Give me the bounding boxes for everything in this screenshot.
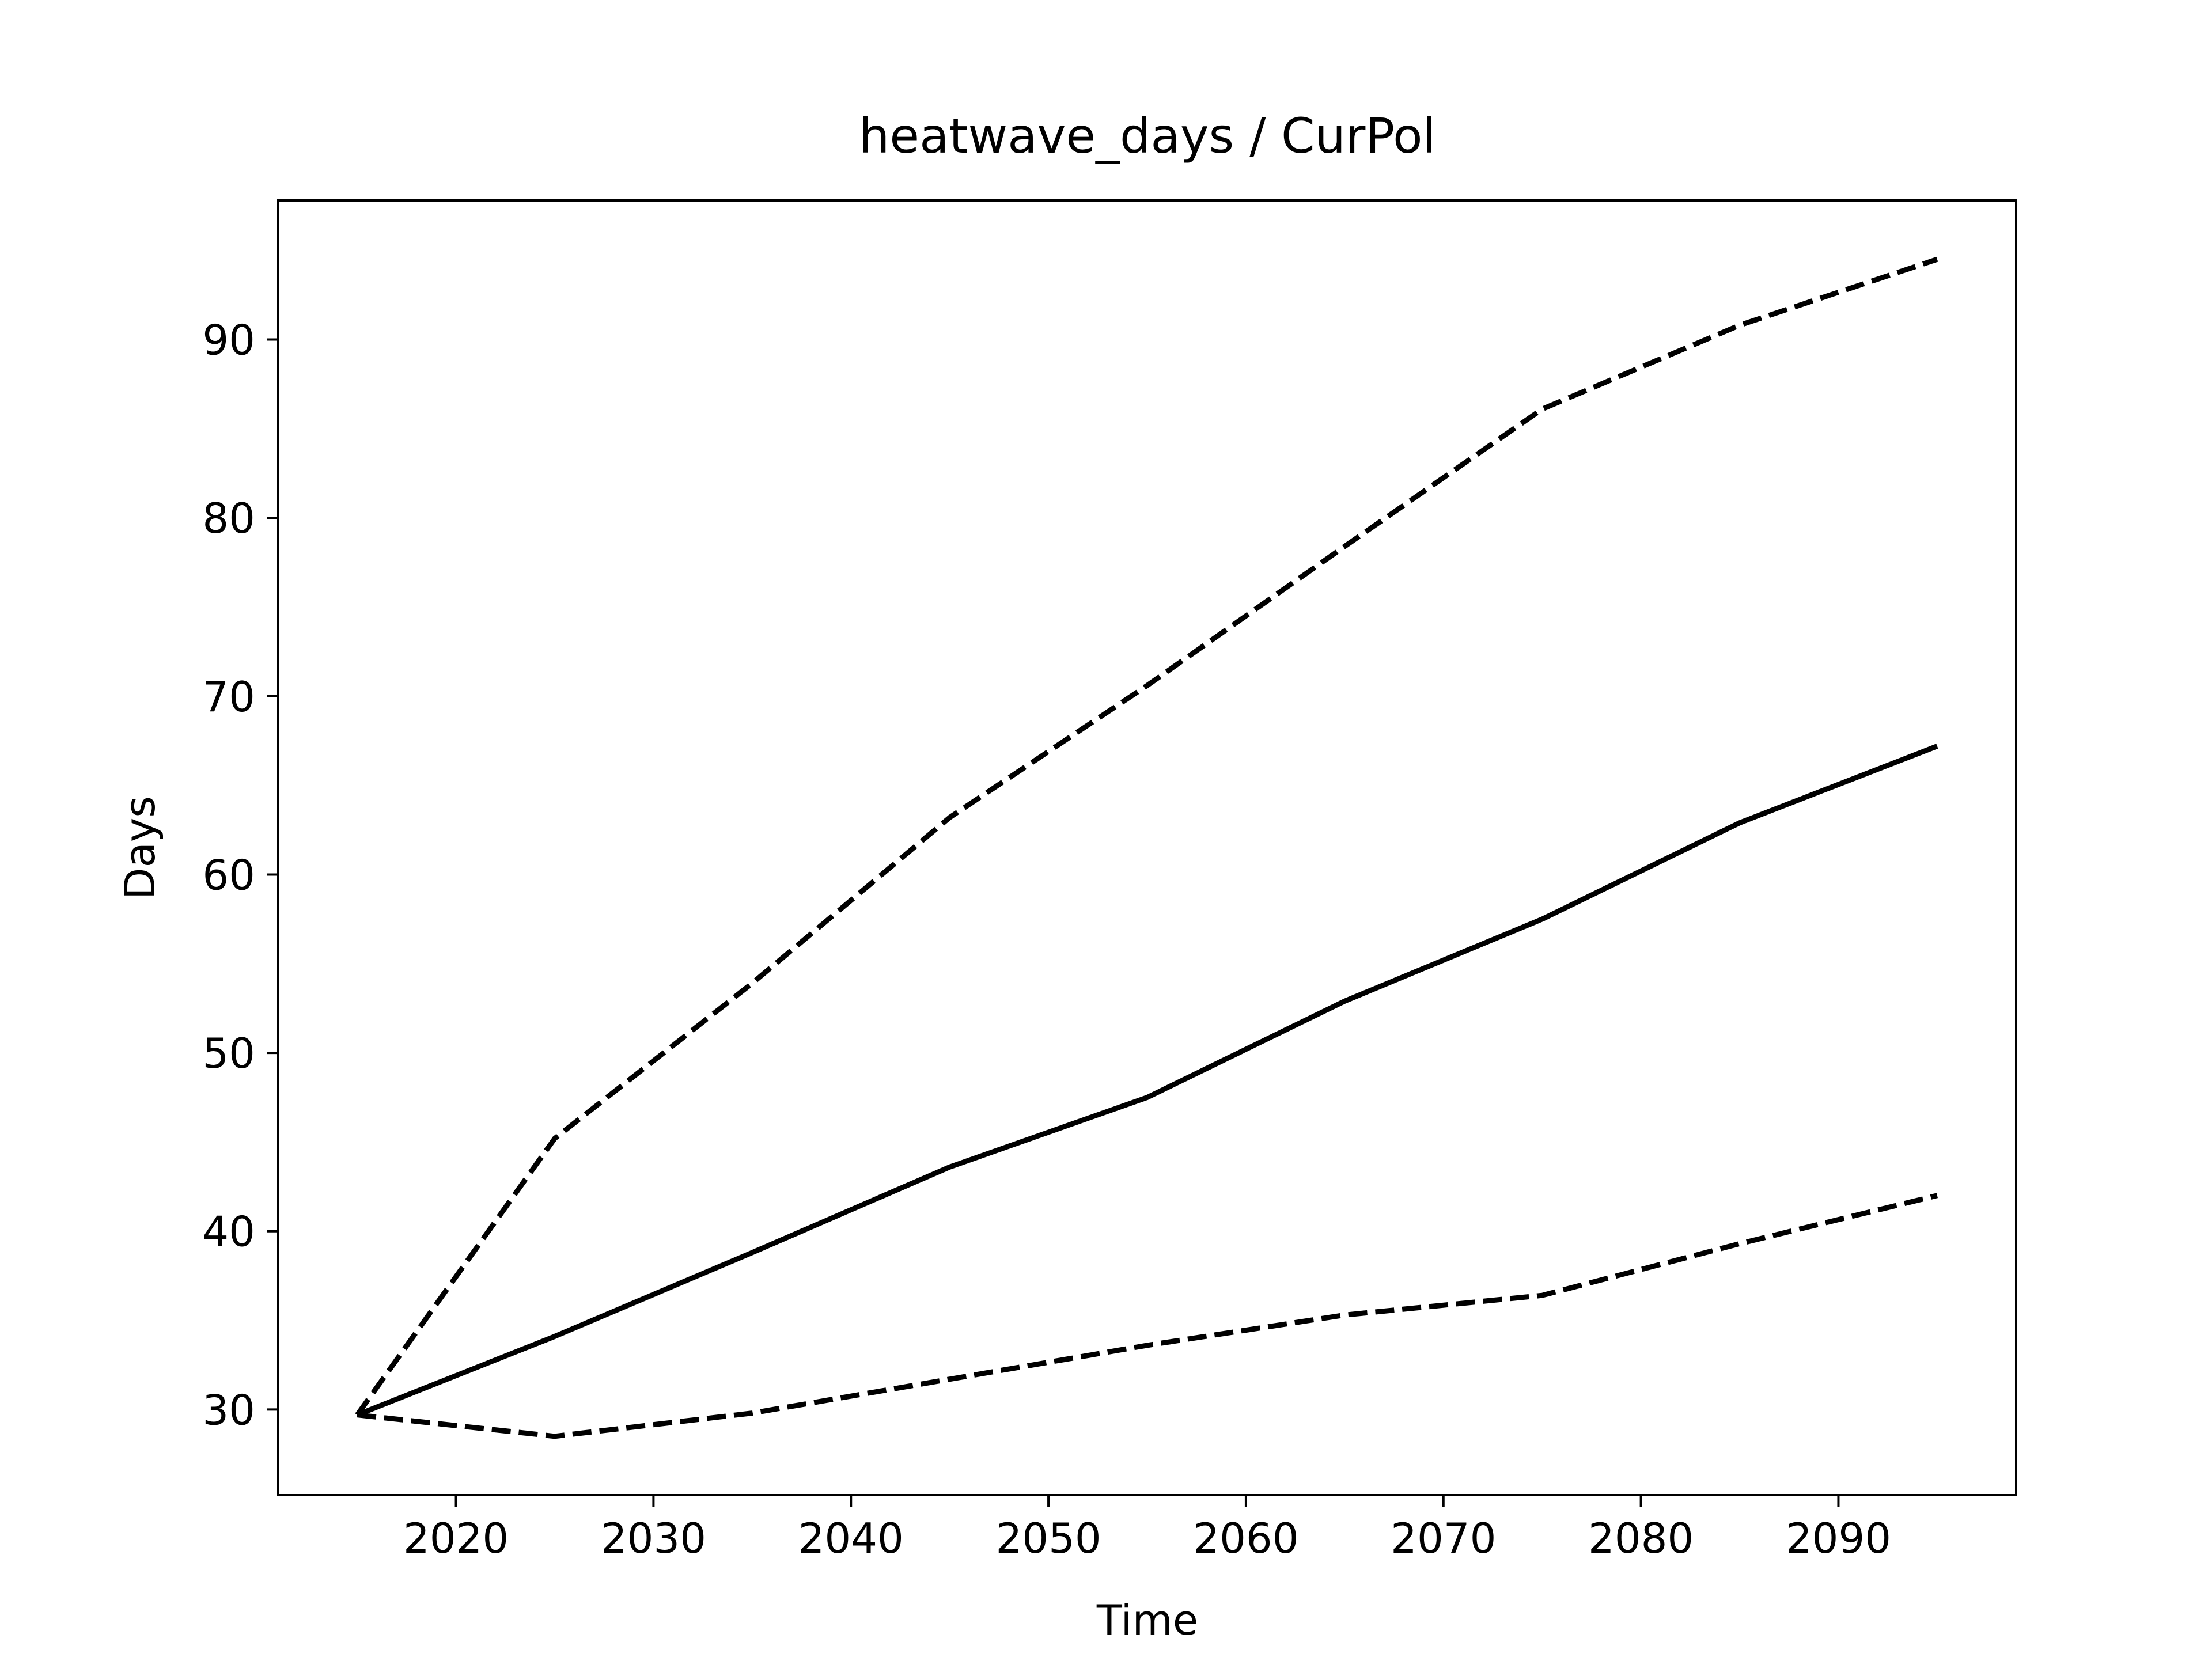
y-tick-label: 40 <box>202 1208 255 1256</box>
y-axis-label: Days <box>116 796 164 900</box>
dashed-series-line-1 <box>355 256 1938 1417</box>
x-tick-label: 2080 <box>1588 1514 1694 1563</box>
x-tick-label: 2050 <box>995 1514 1101 1563</box>
plot-area <box>355 256 1938 1439</box>
chart-title: heatwave_days / CurPol <box>859 108 1436 164</box>
y-tick-label: 80 <box>202 494 255 543</box>
y-tick-label: 30 <box>202 1386 255 1434</box>
dashed-series-line-2 <box>357 1193 1938 1439</box>
x-tick-label: 2020 <box>403 1514 509 1563</box>
x-tick-label: 2030 <box>601 1514 706 1563</box>
y-tick-label: 70 <box>202 673 255 721</box>
x-axis: 2020 2030 2040 2050 2060 2070 2080 2090 <box>403 1495 1891 1563</box>
y-tick-label: 90 <box>202 316 255 365</box>
x-tick-label: 2060 <box>1193 1514 1298 1563</box>
y-axis: 30 40 50 60 70 80 90 <box>202 316 278 1434</box>
y-tick-label: 60 <box>202 851 255 899</box>
x-tick-label: 2090 <box>1786 1514 1891 1563</box>
y-tick-label: 50 <box>202 1029 255 1078</box>
x-axis-label: Time <box>1096 1596 1198 1644</box>
x-tick-label: 2040 <box>798 1514 904 1563</box>
x-tick-label: 2070 <box>1391 1514 1496 1563</box>
solid-series-line <box>356 744 1938 1417</box>
plot-frame <box>277 199 2017 1496</box>
